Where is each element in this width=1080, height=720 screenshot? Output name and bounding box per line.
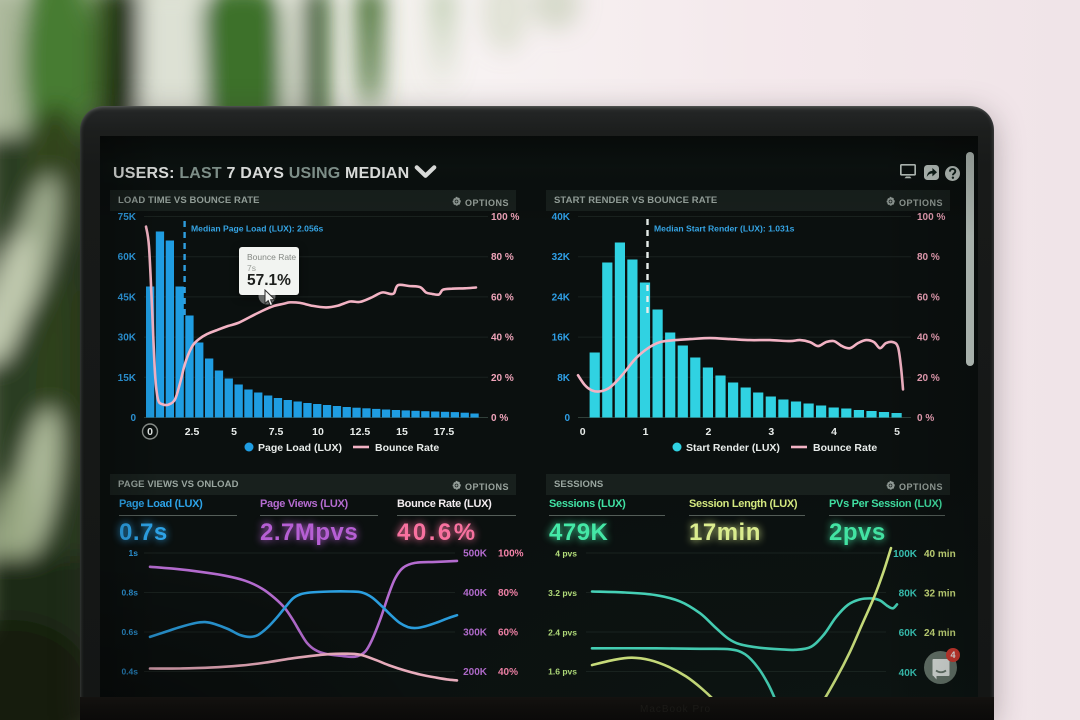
- svg-text:60%: 60%: [498, 628, 518, 639]
- svg-text:32K: 32K: [552, 252, 571, 263]
- svg-text:80 %: 80 %: [917, 252, 940, 263]
- svg-text:60 %: 60 %: [491, 292, 514, 303]
- svg-text:2.5: 2.5: [185, 426, 200, 438]
- svg-text:0 %: 0 %: [491, 413, 508, 424]
- svg-text:100K: 100K: [893, 549, 918, 560]
- svg-text:60K: 60K: [899, 628, 918, 639]
- svg-text:200K: 200K: [463, 667, 488, 678]
- svg-text:4: 4: [831, 426, 837, 438]
- svg-text:60K: 60K: [118, 252, 137, 263]
- svg-text:24 min: 24 min: [924, 628, 956, 639]
- svg-text:80%: 80%: [498, 588, 518, 599]
- svg-text:12.5: 12.5: [350, 426, 371, 438]
- svg-text:1s: 1s: [129, 548, 139, 558]
- svg-text:20 %: 20 %: [917, 373, 940, 384]
- svg-text:100 %: 100 %: [491, 212, 519, 223]
- svg-text:0.6s: 0.6s: [121, 627, 138, 637]
- svg-text:100%: 100%: [498, 549, 524, 560]
- svg-text:32 min: 32 min: [924, 589, 956, 600]
- svg-text:80K: 80K: [899, 589, 918, 600]
- svg-text:40%: 40%: [498, 667, 518, 678]
- svg-text:1.6 pvs: 1.6 pvs: [548, 667, 577, 677]
- svg-text:10: 10: [312, 426, 324, 438]
- svg-text:80 %: 80 %: [491, 252, 514, 263]
- svg-text:0: 0: [147, 426, 153, 438]
- svg-text:45K: 45K: [118, 292, 137, 303]
- svg-text:7.5: 7.5: [269, 426, 284, 438]
- svg-text:4 pvs: 4 pvs: [555, 549, 577, 559]
- svg-text:Bounce Rate: Bounce Rate: [813, 442, 877, 454]
- svg-text:40 %: 40 %: [491, 333, 514, 344]
- svg-text:16K: 16K: [552, 333, 571, 344]
- svg-text:500K: 500K: [463, 549, 488, 560]
- svg-text:3: 3: [768, 426, 774, 438]
- svg-text:Median Page Load (LUX): 2.056s: Median Page Load (LUX): 2.056s: [191, 224, 324, 234]
- svg-text:8K: 8K: [557, 373, 571, 384]
- svg-text:100 %: 100 %: [917, 212, 945, 223]
- svg-text:Page Load (LUX): Page Load (LUX): [258, 442, 342, 454]
- svg-text:0: 0: [564, 413, 570, 424]
- svg-text:40K: 40K: [899, 668, 918, 679]
- svg-text:Bounce Rate: Bounce Rate: [375, 442, 439, 454]
- svg-text:1: 1: [643, 426, 649, 438]
- svg-text:24K: 24K: [552, 292, 571, 303]
- svg-text:0: 0: [130, 413, 136, 424]
- svg-text:5: 5: [231, 426, 237, 438]
- svg-text:30K: 30K: [118, 333, 137, 344]
- svg-text:0: 0: [580, 426, 586, 438]
- svg-text:0.8s: 0.8s: [121, 588, 138, 598]
- svg-text:75K: 75K: [118, 212, 137, 223]
- svg-text:2: 2: [705, 426, 711, 438]
- svg-text:2.4 pvs: 2.4 pvs: [548, 628, 577, 638]
- svg-text:15K: 15K: [118, 373, 137, 384]
- svg-text:60 %: 60 %: [917, 292, 940, 303]
- svg-text:400K: 400K: [463, 588, 488, 599]
- svg-text:40 min: 40 min: [924, 549, 956, 560]
- svg-text:0 %: 0 %: [917, 413, 934, 424]
- svg-text:Median Start Render (LUX): 1.0: Median Start Render (LUX): 1.031s: [654, 224, 795, 234]
- svg-text:5: 5: [894, 426, 900, 438]
- svg-text:40K: 40K: [552, 212, 571, 223]
- svg-text:3.2 pvs: 3.2 pvs: [548, 588, 577, 598]
- svg-text:17.5: 17.5: [434, 426, 455, 438]
- svg-text:Start Render (LUX): Start Render (LUX): [686, 442, 780, 454]
- svg-text:0.4s: 0.4s: [121, 667, 138, 677]
- svg-text:40 %: 40 %: [917, 333, 940, 344]
- svg-text:15: 15: [396, 426, 408, 438]
- svg-text:300K: 300K: [463, 628, 488, 639]
- svg-text:20 %: 20 %: [491, 373, 514, 384]
